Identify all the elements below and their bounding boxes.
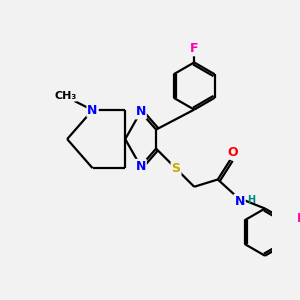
Text: H: H (247, 195, 255, 206)
Text: S: S (172, 162, 181, 175)
Text: N: N (87, 103, 98, 117)
Text: N: N (234, 195, 245, 208)
Text: F: F (190, 42, 198, 55)
Text: O: O (227, 146, 238, 159)
Text: CH₃: CH₃ (54, 91, 76, 100)
Text: F: F (297, 212, 300, 225)
Text: N: N (136, 160, 146, 173)
Text: N: N (136, 105, 146, 119)
